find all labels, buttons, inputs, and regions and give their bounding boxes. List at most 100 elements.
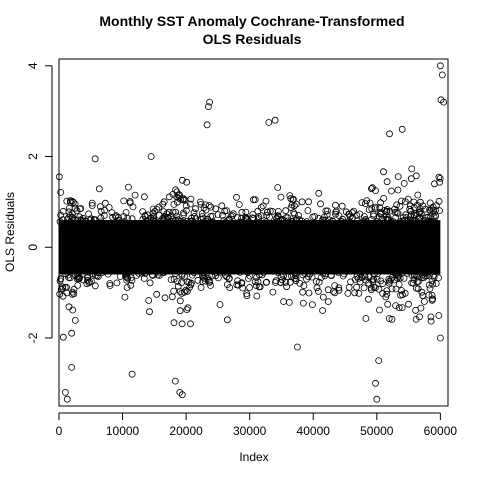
y-tick-label: 4 (26, 62, 40, 69)
data-point (372, 379, 379, 387)
data-point (88, 199, 96, 207)
data-point (394, 186, 402, 194)
data-point (308, 301, 316, 309)
data-point (238, 208, 246, 216)
data-point (91, 282, 99, 290)
data-point (251, 196, 259, 204)
data-point (332, 208, 340, 216)
data-point (160, 269, 168, 276)
data-point (427, 313, 435, 321)
data-point (422, 217, 430, 224)
x-tick-label: 40000 (297, 424, 331, 438)
data-point (182, 202, 190, 210)
data-point (239, 284, 247, 292)
data-point (298, 217, 306, 225)
data-point (329, 218, 337, 225)
data-point (175, 191, 183, 199)
data-point (293, 343, 301, 351)
data-point (222, 218, 230, 226)
data-point (400, 274, 408, 282)
data-point (187, 320, 194, 328)
data-point (377, 277, 385, 285)
data-point (186, 200, 194, 208)
data-point (183, 278, 191, 286)
data-point (391, 208, 399, 216)
data-point (68, 363, 76, 371)
data-point (394, 270, 402, 278)
data-point (332, 210, 340, 218)
data-point (388, 315, 396, 323)
data-point (382, 216, 390, 224)
y-tick-label: 2 (26, 153, 40, 160)
data-point (416, 313, 423, 321)
data-point (435, 197, 443, 205)
data-point (205, 276, 213, 284)
data-point (59, 216, 67, 224)
data-point (392, 302, 400, 310)
data-point (436, 62, 444, 70)
data-point (371, 205, 379, 213)
data-point (116, 273, 124, 280)
x-tick-label: 60000 (424, 424, 458, 438)
data-point (176, 297, 184, 305)
data-point (430, 217, 438, 225)
data-point (57, 188, 65, 196)
data-point (59, 333, 67, 341)
data-point (168, 293, 176, 301)
data-point (169, 208, 177, 216)
data-point (218, 211, 226, 219)
data-point (365, 295, 372, 303)
data-point (101, 199, 109, 207)
data-point (68, 197, 76, 205)
data-point (363, 218, 371, 226)
x-axis-label: Index (239, 450, 268, 464)
data-point (255, 271, 263, 279)
plot-frame (58, 58, 449, 407)
data-point (123, 272, 131, 280)
data-point (263, 211, 271, 219)
data-point (314, 287, 322, 295)
data-point (386, 130, 393, 138)
data-point (163, 210, 171, 218)
data-point (313, 284, 321, 292)
data-point (91, 155, 99, 163)
data-point (126, 197, 134, 205)
data-point (120, 213, 128, 220)
data-point (332, 201, 339, 209)
data-point (151, 207, 159, 215)
data-point (383, 287, 391, 295)
data-point (212, 205, 220, 213)
data-point (57, 211, 65, 219)
data-point (387, 187, 395, 195)
data-point (339, 215, 346, 223)
data-point (423, 272, 431, 280)
x-axis: 0 10000 20000 30000 40000 50000 60000 (56, 412, 458, 438)
data-point (351, 276, 359, 283)
data-point (175, 194, 183, 202)
data-points (55, 62, 448, 403)
data-point (56, 290, 64, 298)
data-point (285, 298, 293, 306)
data-point (153, 290, 161, 298)
data-point (243, 292, 251, 300)
data-point (410, 198, 418, 206)
data-point (203, 215, 211, 223)
data-point (146, 279, 154, 287)
data-point (386, 207, 394, 215)
data-point (436, 334, 444, 342)
data-point (380, 168, 387, 176)
data-point (410, 211, 418, 219)
data-point (76, 213, 83, 221)
data-point (235, 201, 243, 208)
data-point (396, 202, 404, 210)
data-point (303, 218, 311, 226)
data-point (362, 217, 370, 225)
data-point (128, 276, 136, 284)
data-point (290, 195, 297, 203)
data-point (70, 198, 77, 206)
data-point (194, 276, 202, 284)
data-point (201, 274, 209, 282)
data-point (419, 202, 427, 210)
data-point (187, 195, 195, 203)
